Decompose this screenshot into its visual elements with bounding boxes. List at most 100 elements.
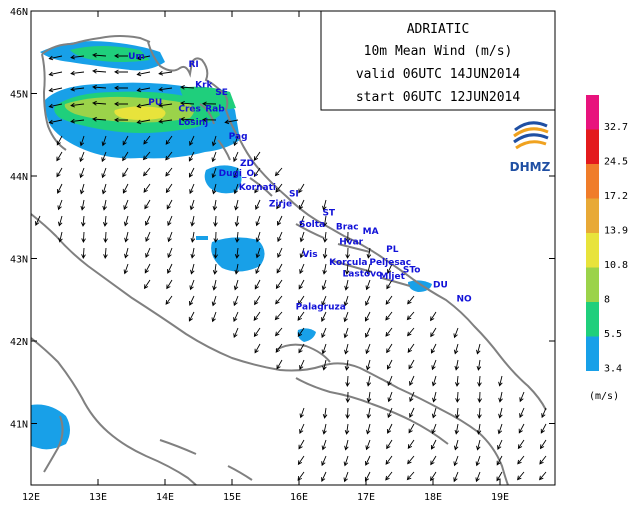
wind-arrow xyxy=(255,231,261,243)
wind-arrow xyxy=(321,439,327,451)
title-valid: valid 06UTC 14JUN2014 xyxy=(356,67,521,82)
wind-arrow xyxy=(366,391,372,403)
wind-arrow xyxy=(212,263,218,275)
wind-arrow xyxy=(275,295,283,305)
wind-arrow xyxy=(299,247,305,259)
wind-arrow xyxy=(299,199,305,210)
wind-arrow xyxy=(343,295,349,307)
wind-arrow xyxy=(188,151,195,162)
wind-arrow xyxy=(516,471,525,481)
wind-arrow xyxy=(103,231,108,243)
wind-arrow xyxy=(145,215,151,226)
colorbar-swatch xyxy=(586,198,599,233)
colorbar-label: 8 xyxy=(604,295,610,306)
colorbar-label: 5.5 xyxy=(604,329,622,340)
wind-arrow xyxy=(407,295,415,305)
x-tick-label: 14E xyxy=(156,492,174,503)
wind-arrow xyxy=(297,327,305,337)
wind-arrow xyxy=(345,391,351,403)
place-label: Zirje xyxy=(269,200,292,210)
wind-arrow xyxy=(276,199,283,210)
place-label: Krk xyxy=(195,81,213,91)
wind-arrow xyxy=(79,167,85,179)
place-label: Peljesac xyxy=(369,258,411,268)
wind-arrow xyxy=(297,311,305,321)
colorbar-label: 13.9 xyxy=(604,226,628,237)
wind-arrow xyxy=(70,54,85,60)
wind-arrow xyxy=(233,151,239,163)
wind-arrow xyxy=(166,199,173,210)
wind-arrow xyxy=(213,215,218,227)
wind-arrow xyxy=(477,391,482,403)
wind-arrow xyxy=(58,231,63,243)
y-tick-label: 41N xyxy=(10,420,28,431)
coast-croatia-east xyxy=(41,35,547,411)
place-label: Rab xyxy=(205,105,225,115)
wind-arrow xyxy=(344,343,349,355)
wind-arrow xyxy=(365,359,371,371)
wind-arrow xyxy=(188,311,195,322)
wind-arrow xyxy=(298,279,305,290)
wind-arrow xyxy=(517,455,525,465)
place-label: NO xyxy=(456,294,472,304)
wind-arrow xyxy=(101,151,107,163)
place-label: SI xyxy=(289,190,299,200)
wind-arrow xyxy=(167,215,173,227)
wind-arrow xyxy=(114,69,129,75)
wind-arrow xyxy=(233,183,239,195)
wind-arrow xyxy=(297,471,305,481)
wind-arrow xyxy=(79,135,85,147)
wind-arrow xyxy=(165,167,173,177)
wind-arrow xyxy=(275,343,283,353)
place-label: Mljet xyxy=(379,272,405,282)
wind-arrow xyxy=(122,151,129,162)
wind-arrow xyxy=(432,391,437,403)
place-label: Pag xyxy=(229,132,248,142)
wind-arrow xyxy=(165,135,173,145)
wind-arrow xyxy=(454,375,460,387)
wind-arrow xyxy=(277,231,283,243)
wind-arrow xyxy=(211,183,217,195)
wind-arrow xyxy=(254,343,261,354)
wind-arrow xyxy=(365,279,371,291)
colorbar-swatch xyxy=(586,267,599,302)
wind-arrow xyxy=(122,183,129,194)
wind-arrow xyxy=(165,295,173,305)
wind-arrow xyxy=(343,311,349,323)
shade-blue-west xyxy=(31,404,70,450)
wind-arrow xyxy=(276,359,283,370)
wind-arrow xyxy=(343,327,349,339)
wind-arrow xyxy=(275,183,283,193)
place-label: PL xyxy=(386,245,399,255)
wind-arrow xyxy=(80,199,86,211)
wind-arrow xyxy=(387,391,393,403)
title-field: 10m Mean Wind (m/s) xyxy=(364,44,513,59)
wind-arrow xyxy=(475,455,481,467)
wind-arrow xyxy=(101,183,107,195)
wind-arrow xyxy=(167,247,173,259)
wind-arrow xyxy=(190,247,196,259)
wind-arrow xyxy=(519,407,525,419)
wind-arrow xyxy=(386,279,393,290)
wind-arrow xyxy=(366,375,372,387)
wind-arrow xyxy=(365,455,371,466)
wind-arrow xyxy=(497,439,503,450)
wind-arrow xyxy=(180,100,195,106)
place-label: PU xyxy=(148,98,162,108)
x-tick-label: 12E xyxy=(22,492,40,503)
wind-arrow xyxy=(136,55,151,61)
wind-arrow xyxy=(298,439,305,450)
wind-arrow xyxy=(406,311,415,321)
wind-arrow xyxy=(321,471,327,482)
wind-arrow xyxy=(477,375,482,387)
shade-green-north xyxy=(70,46,150,62)
wind-arrow xyxy=(212,199,218,211)
x-tick-label: 15E xyxy=(223,492,241,503)
wind-arrow xyxy=(344,423,350,435)
wind-arrow xyxy=(299,263,305,275)
wind-arrow xyxy=(143,135,151,145)
wind-arrow xyxy=(430,343,437,354)
wind-arrow xyxy=(136,87,151,93)
wind-arrow xyxy=(455,391,460,403)
